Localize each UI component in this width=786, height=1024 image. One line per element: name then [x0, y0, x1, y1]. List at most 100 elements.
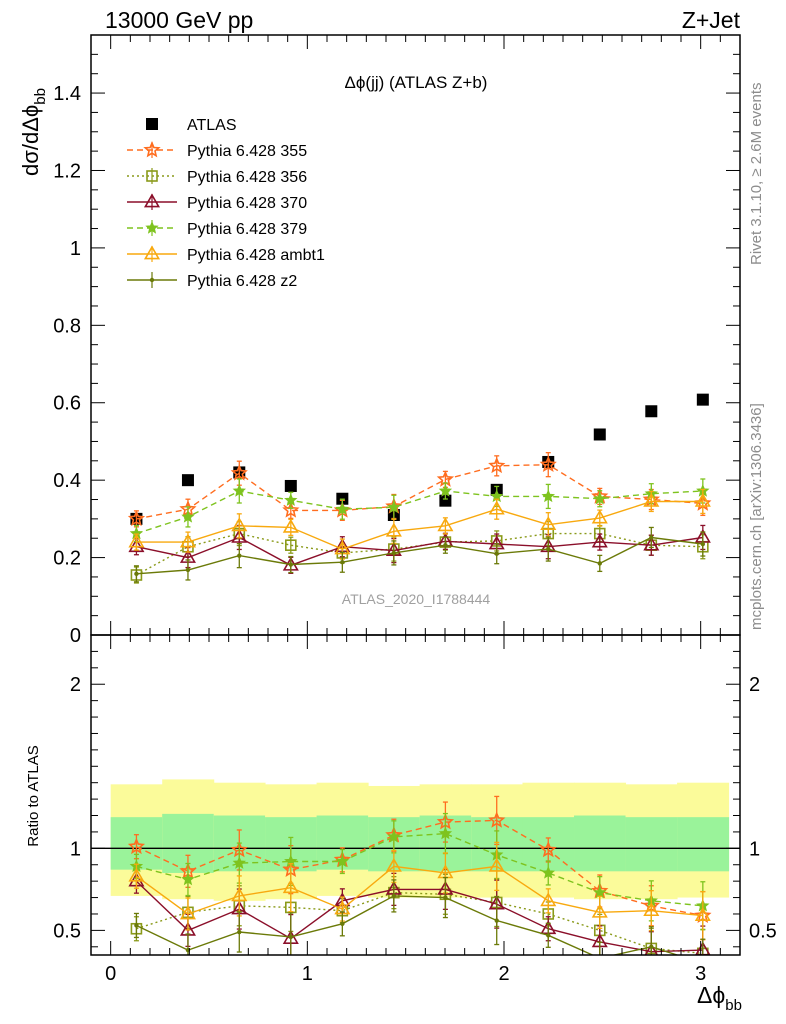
rivet-version-label: Rivet 3.1.10, ≥ 2.6M events — [748, 83, 765, 266]
legend-entry-pythia-6-428-z2: Pythia 6.428 z2 — [127, 272, 297, 290]
point-pythia-6-428-355 — [230, 464, 248, 481]
ratio-point-pythia-6-428-379 — [232, 856, 246, 869]
legend-entry-pythia-6-428-ambt1: Pythia 6.428 ambt1 — [127, 245, 325, 264]
point-atlas — [593, 428, 606, 441]
ratio-plot-area — [91, 795, 740, 960]
ratio-point-pythia-6-428-379 — [335, 854, 349, 868]
point-pythia-6-428-355 — [282, 501, 300, 518]
ratio-point-pythia-6-428-355 — [127, 837, 146, 855]
point-pythia-6-428-370 — [591, 533, 608, 548]
point-atlas — [181, 474, 194, 487]
point-pythia-6-428-z2 — [443, 542, 448, 548]
header-left: 13000 GeV pp — [105, 7, 253, 33]
point-pythia-6-428-z2 — [391, 550, 397, 556]
top-y-tick-label: 1.4 — [53, 83, 81, 105]
ratio-point-pythia-6-428-z2 — [288, 934, 294, 940]
top-panel-plot-area — [127, 393, 712, 584]
legend-marker-pythia-6-428-355 — [143, 140, 161, 158]
ratio-band-green — [574, 815, 627, 872]
legend-entry-pythia-6-428-379: Pythia 6.428 379 — [127, 220, 307, 238]
chart-title: Δϕ(jj) (ATLAS Z+b) — [345, 73, 488, 92]
ratio-point-pythia-6-428-z2 — [649, 944, 654, 949]
point-pythia-6-428-370 — [128, 538, 145, 553]
top-y-tick-label: 0.4 — [53, 470, 81, 492]
top-y-tick-label: 1 — [70, 238, 81, 260]
legend-label-pythia-6-428-356: Pythia 6.428 356 — [187, 169, 307, 186]
point-pythia-6-428-z2 — [649, 535, 654, 540]
ratio-point-pythia-6-428-379 — [541, 865, 556, 879]
ratio-uncertainty-bands — [110, 779, 730, 901]
legend-marker-pythia-6-428-ambt1 — [143, 245, 161, 260]
point-pythia-6-428-z2 — [288, 562, 294, 567]
ratio-point-pythia-6-428-z2 — [598, 956, 602, 960]
point-pythia-6-428-z2 — [237, 553, 242, 558]
ratio-line-pythia-6-428-370 — [135, 880, 703, 953]
point-pythia-6-428-ambt1 — [385, 522, 402, 537]
ratio-point-pythia-6-428-ambt1 — [231, 887, 248, 902]
point-pythia-6-428-379 — [335, 502, 349, 515]
point-pythia-6-428-355 — [539, 455, 557, 473]
x-tick-label: 0 — [105, 963, 116, 985]
ratio-point-pythia-6-428-z2 — [546, 933, 551, 938]
ratio-band-green — [625, 817, 678, 872]
point-pythia-6-428-356 — [285, 539, 297, 551]
ratio-point-pythia-6-428-ambt1 — [385, 857, 402, 872]
x-axis-label: Δϕbb — [697, 982, 742, 1014]
point-pythia-6-428-z2 — [546, 546, 551, 552]
x-axis-label-sub: bb — [725, 997, 742, 1014]
point-pythia-6-428-ambt1 — [488, 500, 505, 515]
legend-label-pythia-6-428-379: Pythia 6.428 379 — [187, 221, 307, 238]
analysis-watermark: ATLAS_2020_I1788444 — [342, 591, 491, 607]
ratio-point-pythia-6-428-ambt1 — [643, 902, 660, 917]
series-line-pythia-6-428-370 — [136, 536, 703, 567]
series-line-pythia-6-428-355 — [136, 463, 703, 520]
top-y-axis-label-sub: bb — [32, 88, 49, 105]
series-line-pythia-6-428-z2 — [136, 536, 703, 575]
point-pythia-6-428-379 — [593, 491, 607, 505]
ratio-point-pythia-6-428-379 — [181, 872, 195, 886]
point-pythia-6-428-379 — [232, 483, 246, 497]
legend-label-pythia-6-428-370: Pythia 6.428 370 — [187, 195, 307, 212]
point-pythia-6-428-ambt1 — [231, 517, 248, 532]
ratio-point-pythia-6-428-ambt1 — [179, 905, 196, 920]
point-pythia-6-428-z2 — [185, 567, 191, 573]
ratio-line-pythia-6-428-z2 — [136, 895, 680, 955]
ratio-panel-frame — [90, 634, 741, 956]
legend-entry-pythia-6-428-370: Pythia 6.428 370 — [127, 193, 307, 212]
ratio-y-tick-label-right: 1 — [749, 838, 760, 860]
point-pythia-6-428-ambt1 — [694, 492, 711, 507]
ratio-point-pythia-6-428-ambt1 — [128, 867, 145, 882]
point-pythia-6-428-z2 — [597, 561, 602, 566]
ratio-point-pythia-6-428-z2 — [494, 918, 499, 923]
ratio-y-tick-label-right: 2 — [749, 674, 760, 696]
point-pythia-6-428-370 — [643, 536, 660, 551]
series-line-pythia-6-428-379 — [136, 490, 703, 535]
ratio-y-tick-label-left: 2 — [70, 674, 81, 696]
ratio-line-pythia-6-428-ambt1 — [135, 865, 703, 917]
ratio-point-pythia-6-428-z2 — [391, 893, 397, 899]
ratio-panel-axes: 0.5 0.5 1 1 2 2 0 1 2 3 — [53, 634, 777, 985]
legend: ATLAS Pythia 6.428 355 Pythia 6.428 356 Pyt… — [127, 117, 325, 290]
top-y-tick-label: 0.6 — [53, 393, 81, 415]
header-right: Z+Jet — [682, 7, 741, 33]
top-y-tick-label: 0 — [70, 625, 81, 647]
ratio-point-pythia-6-428-ambt1 — [540, 892, 557, 907]
legend-marker-pythia-6-428-370 — [143, 193, 161, 208]
top-y-axis-label-main: dσ/dΔϕ — [18, 105, 43, 176]
top-y-tick-label: 0.8 — [53, 315, 81, 337]
point-atlas — [696, 393, 709, 406]
legend-label-pythia-6-428-z2: Pythia 6.428 z2 — [187, 273, 297, 290]
ratio-band-green — [677, 817, 730, 872]
point-pythia-6-428-379 — [284, 493, 298, 506]
legend-label-pythia-6-428-ambt1: Pythia 6.428 ambt1 — [187, 247, 325, 264]
point-atlas — [284, 479, 297, 492]
ratio-point-pythia-6-428-z2 — [443, 895, 448, 900]
ratio-point-pythia-6-428-370 — [644, 943, 659, 955]
legend-marker-pythia-6-428-z2 — [149, 277, 155, 283]
top-y-tick-label: 0.2 — [53, 548, 81, 570]
ratio-y-tick-label-right: 0.5 — [749, 920, 777, 942]
point-pythia-6-428-ambt1 — [591, 509, 608, 524]
point-pythia-6-428-ambt1 — [540, 516, 557, 531]
point-pythia-6-428-z2 — [700, 541, 706, 547]
